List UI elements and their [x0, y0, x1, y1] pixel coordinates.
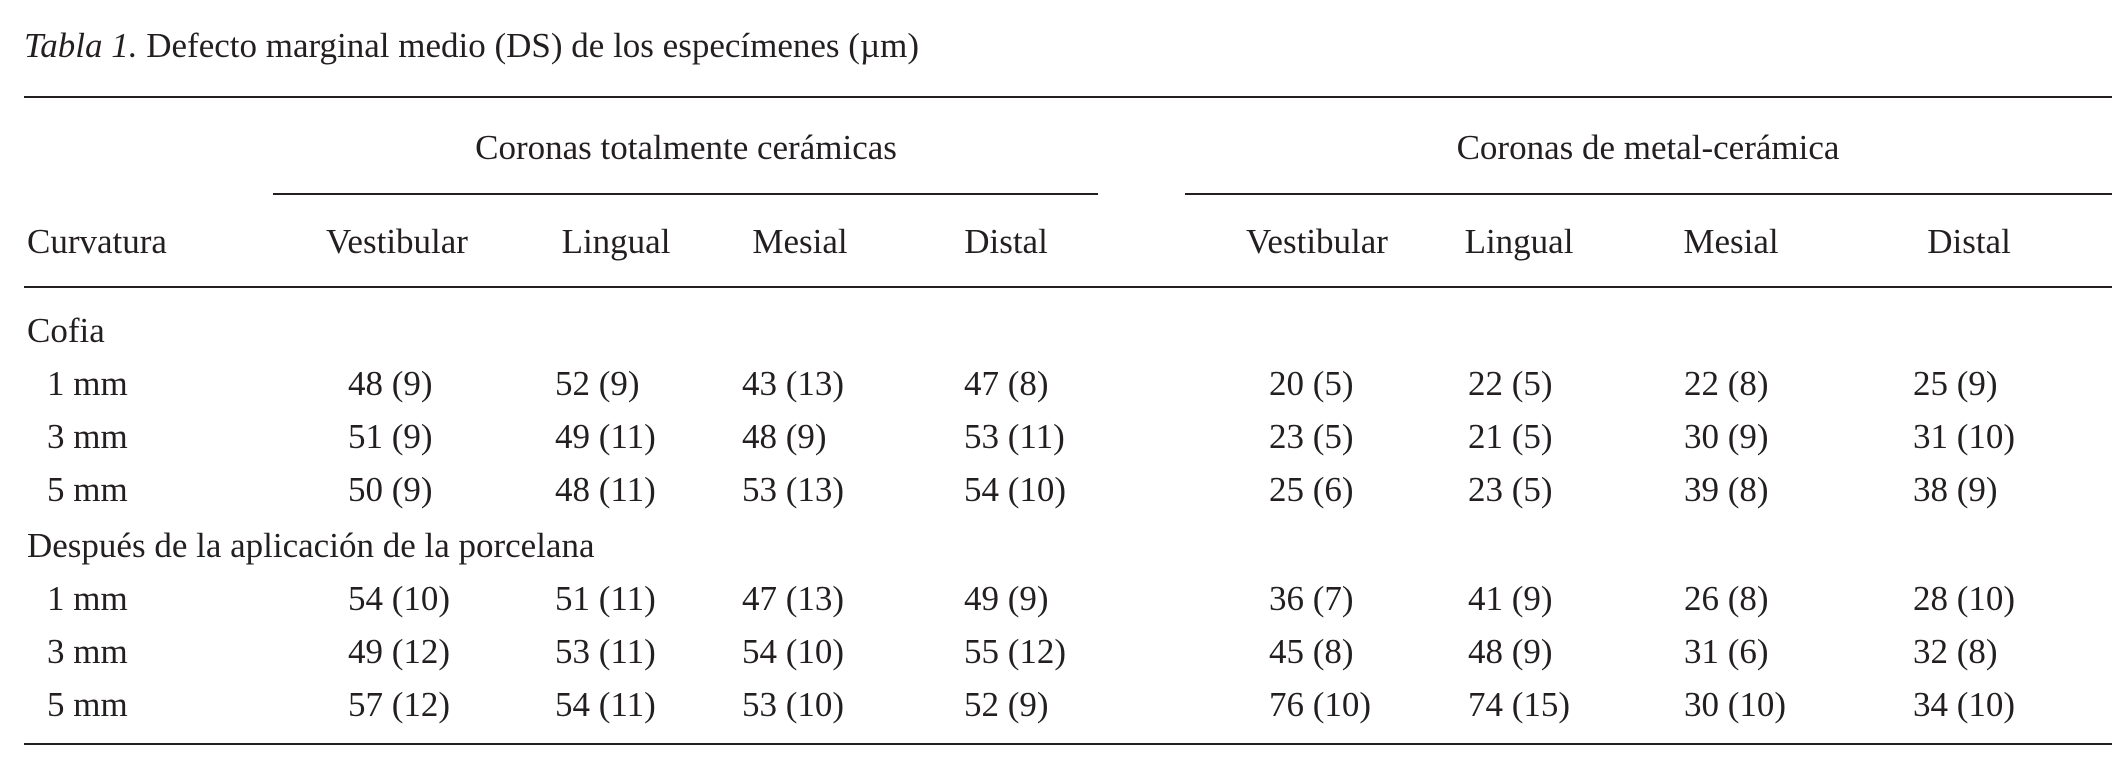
table-cell: 54 (10)	[742, 632, 845, 671]
column-header: Mesial	[752, 222, 848, 261]
table-cell: 48 (9)	[348, 364, 433, 403]
table-cell: 38 (9)	[1913, 470, 1998, 509]
table-cell: 54 (11)	[555, 685, 656, 724]
table-cell: 54 (10)	[964, 470, 1067, 509]
section-title: Después de la aplicación de la porcelana	[27, 526, 595, 565]
table-cell: 51 (11)	[555, 579, 656, 618]
table-cell: 53 (11)	[555, 632, 656, 671]
row-label: 1 mm	[47, 579, 128, 618]
column-header: Lingual	[1464, 222, 1574, 261]
table-cell: 54 (10)	[348, 579, 451, 618]
table-cell: 52 (9)	[555, 364, 640, 403]
table-cell: 34 (10)	[1913, 685, 2016, 724]
table-cell: 39 (8)	[1684, 470, 1769, 509]
table-cell: 25 (6)	[1269, 470, 1354, 509]
table-cell: 20 (5)	[1269, 364, 1354, 403]
table-cell: 45 (8)	[1269, 632, 1354, 671]
table-cell: 31 (6)	[1684, 632, 1769, 671]
table-cell: 53 (10)	[742, 685, 845, 724]
table-cell: 49 (11)	[555, 417, 656, 456]
table-cell: 23 (5)	[1269, 417, 1354, 456]
row-label: 3 mm	[47, 632, 128, 671]
table-cell: 51 (9)	[348, 417, 433, 456]
table-cell: 74 (15)	[1468, 685, 1571, 724]
table-cell: 23 (5)	[1468, 470, 1553, 509]
table-cell: 48 (11)	[555, 470, 656, 509]
table-cell: 48 (9)	[1468, 632, 1553, 671]
group-rule-1	[273, 193, 1098, 195]
column-header: Vestibular	[1246, 222, 1388, 261]
table-cell: 47 (8)	[964, 364, 1049, 403]
table-cell: 52 (9)	[964, 685, 1049, 724]
group-header-all-ceramic: Coronas totalmente cerámicas	[475, 128, 897, 167]
table-cell: 55 (12)	[964, 632, 1067, 671]
table-cell: 22 (5)	[1468, 364, 1553, 403]
row-label: 3 mm	[47, 417, 128, 456]
bottom-rule	[24, 743, 2112, 745]
table-cell: 31 (10)	[1913, 417, 2016, 456]
caption-text: Defecto marginal medio (DS) de los espec…	[137, 26, 919, 65]
row-header: Curvatura	[27, 222, 167, 261]
table-cell: 21 (5)	[1468, 417, 1553, 456]
table-cell: 49 (12)	[348, 632, 451, 671]
table-cell: 41 (9)	[1468, 579, 1553, 618]
table-cell: 28 (10)	[1913, 579, 2016, 618]
table-cell: 26 (8)	[1684, 579, 1769, 618]
column-header: Distal	[964, 222, 1048, 261]
row-label: 5 mm	[47, 470, 128, 509]
table-cell: 36 (7)	[1269, 579, 1354, 618]
top-rule	[24, 96, 2112, 98]
row-label: 5 mm	[47, 685, 128, 724]
column-header: Distal	[1927, 222, 2011, 261]
group-header-metal-ceramic: Coronas de metal-cerámica	[1456, 128, 1840, 167]
table-cell: 47 (13)	[742, 579, 845, 618]
column-header: Vestibular	[326, 222, 468, 261]
table-cell: 76 (10)	[1269, 685, 1372, 724]
table-cell: 32 (8)	[1913, 632, 1998, 671]
column-header: Mesial	[1683, 222, 1779, 261]
table-cell: 50 (9)	[348, 470, 433, 509]
table-cell: 43 (13)	[742, 364, 845, 403]
table-cell: 25 (9)	[1913, 364, 1998, 403]
header-rule	[24, 286, 2112, 288]
table-cell: 48 (9)	[742, 417, 827, 456]
table-cell: 49 (9)	[964, 579, 1049, 618]
table-cell: 57 (12)	[348, 685, 451, 724]
table-cell: 53 (11)	[964, 417, 1065, 456]
column-header: Lingual	[561, 222, 671, 261]
table-label: Tabla 1.	[24, 26, 138, 65]
table-cell: 22 (8)	[1684, 364, 1769, 403]
table-cell: 30 (10)	[1684, 685, 1787, 724]
row-label: 1 mm	[47, 364, 128, 403]
table-cell: 53 (13)	[742, 470, 845, 509]
group-rule-2	[1185, 193, 2112, 195]
table-caption: Tabla 1. Defecto marginal medio (DS) de …	[24, 28, 919, 63]
section-title: Cofia	[27, 311, 105, 350]
table-cell: 30 (9)	[1684, 417, 1769, 456]
